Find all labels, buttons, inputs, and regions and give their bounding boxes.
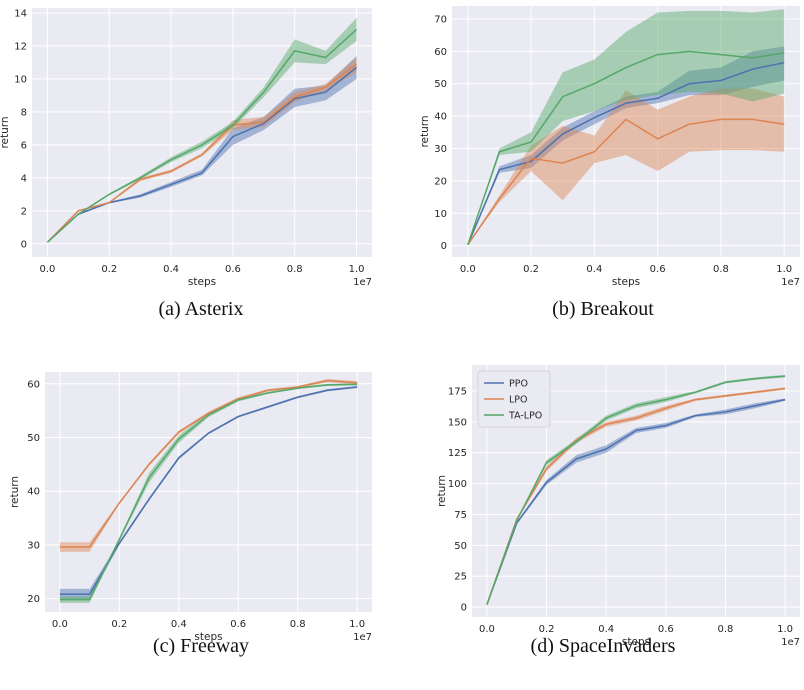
y-tick-label: 10	[14, 74, 27, 85]
y-axis-label: return	[0, 116, 11, 148]
x-offset-label: 1e7	[353, 277, 372, 288]
y-tick-label: 25	[454, 572, 467, 583]
chart-caption: (d) SpaceInvaders	[530, 635, 676, 657]
x-tick-label: 0.8	[713, 264, 729, 275]
x-tick-label: 0.6	[658, 624, 674, 635]
x-tick-label: 0.4	[598, 624, 614, 635]
y-axis-label: return	[9, 476, 21, 508]
x-tick-label: 0.2	[523, 264, 539, 275]
y-tick-label: 50	[434, 79, 447, 90]
series-line-lpo	[486, 387, 786, 605]
y-tick-label: 10	[434, 209, 447, 220]
x-tick-label: 0.0	[40, 264, 56, 275]
y-tick-label: 12	[14, 41, 27, 52]
x-tick-label: 1.0	[777, 624, 793, 635]
x-tick-label: 0.2	[539, 624, 555, 635]
x-offset-label: 1e7	[353, 632, 372, 643]
y-tick-label: 8	[21, 107, 27, 118]
plot-background	[32, 8, 372, 257]
y-tick-label: 0	[21, 239, 27, 250]
x-tick-label: 0.2	[111, 619, 127, 630]
chart-caption: (c) Freeway	[152, 635, 250, 657]
x-tick-label: 0.6	[230, 619, 246, 630]
y-tick-label: 4	[21, 173, 27, 184]
x-offset-label: 1e7	[781, 277, 800, 288]
y-tick-label: 0	[441, 241, 447, 252]
x-tick-label: 0.4	[163, 264, 179, 275]
chart-panel-spaceinvaders: 0 25 50 75 100 125 150 175 0.0 0.2 0.4 0.6 0.8 1.0 ste…	[402, 345, 804, 690]
y-tick-label: 40	[27, 487, 40, 498]
y-tick-label: 2	[21, 206, 27, 217]
legend-box	[477, 370, 551, 428]
legend-label: PPO	[509, 379, 528, 390]
y-tick-label: 60	[27, 379, 40, 390]
chart-breakout: 0 10 20 30 40 50 60 70 0.0 0.2 0.4 0.6 0.8 1.0 steps re…	[419, 6, 800, 288]
y-tick-label: 20	[27, 594, 40, 605]
legend-label: LPO	[509, 395, 528, 406]
x-tick-label: 0.8	[290, 619, 306, 630]
confidence-band-ppo	[467, 46, 785, 245]
chart-caption: (a) Asterix	[158, 298, 244, 320]
x-tick-label: 0.0	[479, 624, 495, 635]
x-tick-label: 0.8	[718, 624, 734, 635]
chart-spaceinvaders: 0 25 50 75 100 125 150 175 0.0 0.2 0.4 0.6 0.8 1.0 ste…	[436, 365, 800, 645]
y-tick-label: 14	[14, 8, 27, 19]
y-tick-label: 70	[434, 14, 447, 25]
y-tick-label: 50	[27, 433, 40, 444]
y-axis-label: return	[436, 475, 448, 507]
series-line-lpo	[46, 63, 357, 243]
confidence-band-lpo	[467, 88, 785, 245]
chart-panel-breakout: 0 10 20 30 40 50 60 70 0.0 0.2 0.4 0.6 0.8 1.0 steps re…	[402, 0, 804, 345]
x-axis-label: steps	[194, 631, 222, 643]
y-axis-label: return	[419, 115, 431, 147]
chart-panel-asterix: 0 2 4 6 8 10 12 14 0.0 0.2 0.4 0.6 0.8 1.0 steps return…	[0, 0, 402, 345]
y-tick-label: 20	[434, 176, 447, 187]
y-tick-label: 30	[27, 540, 40, 551]
y-tick-label: 40	[434, 112, 447, 123]
x-tick-label: 1.0	[349, 619, 365, 630]
x-tick-label: 0.0	[460, 264, 476, 275]
chart-asterix: 0 2 4 6 8 10 12 14 0.0 0.2 0.4 0.6 0.8 1.0 steps return…	[0, 8, 372, 288]
y-tick-label: 60	[434, 47, 447, 58]
y-tick-label: 50	[454, 541, 467, 552]
y-tick-label: 125	[448, 448, 467, 459]
y-tick-label: 150	[448, 417, 467, 428]
x-tick-label: 1.0	[776, 264, 792, 275]
series-line-ppo	[486, 398, 786, 605]
series-line-ta-lpo	[486, 375, 786, 605]
x-axis-label: steps	[612, 276, 640, 288]
chart-caption: (b) Breakout	[552, 298, 654, 320]
series-line-ta-lpo	[59, 383, 358, 601]
x-axis-label: steps	[622, 636, 650, 645]
y-tick-label: 175	[448, 386, 467, 397]
x-tick-label: 0.6	[650, 264, 666, 275]
x-tick-label: 0.4	[171, 619, 187, 630]
series-line-ppo	[467, 61, 785, 245]
x-axis-label: steps	[188, 276, 216, 288]
y-tick-label: 0	[461, 603, 467, 614]
x-tick-label: 0.0	[52, 619, 68, 630]
series-line-lpo	[467, 118, 785, 246]
y-tick-label: 100	[448, 479, 467, 490]
x-tick-label: 0.4	[586, 264, 602, 275]
y-tick-label: 6	[21, 140, 27, 151]
y-tick-label: 30	[434, 144, 447, 155]
legend-label: TA-LPO	[508, 411, 542, 422]
y-tick-label: 75	[454, 510, 467, 521]
series-line-ta-lpo	[467, 50, 785, 245]
x-tick-label: 0.8	[287, 264, 303, 275]
x-tick-label: 0.6	[225, 264, 241, 275]
x-tick-label: 1.0	[349, 264, 365, 275]
x-offset-label: 1e7	[781, 637, 800, 645]
confidence-band-ta-lpo	[467, 9, 785, 245]
chart-freeway: 20 30 40 50 60 0.0 0.2 0.4 0.6 0.8 1.0 steps return 1…	[9, 372, 372, 643]
x-tick-label: 0.2	[101, 264, 117, 275]
series-line-ppo	[46, 66, 358, 243]
plot-background	[45, 372, 372, 612]
plot-background	[452, 6, 800, 257]
chart-panel-freeway: 20 30 40 50 60 0.0 0.2 0.4 0.6 0.8 1.0 steps return 1…	[0, 345, 402, 690]
series-line-ta-lpo	[46, 28, 358, 243]
series-line-lpo	[59, 379, 358, 548]
